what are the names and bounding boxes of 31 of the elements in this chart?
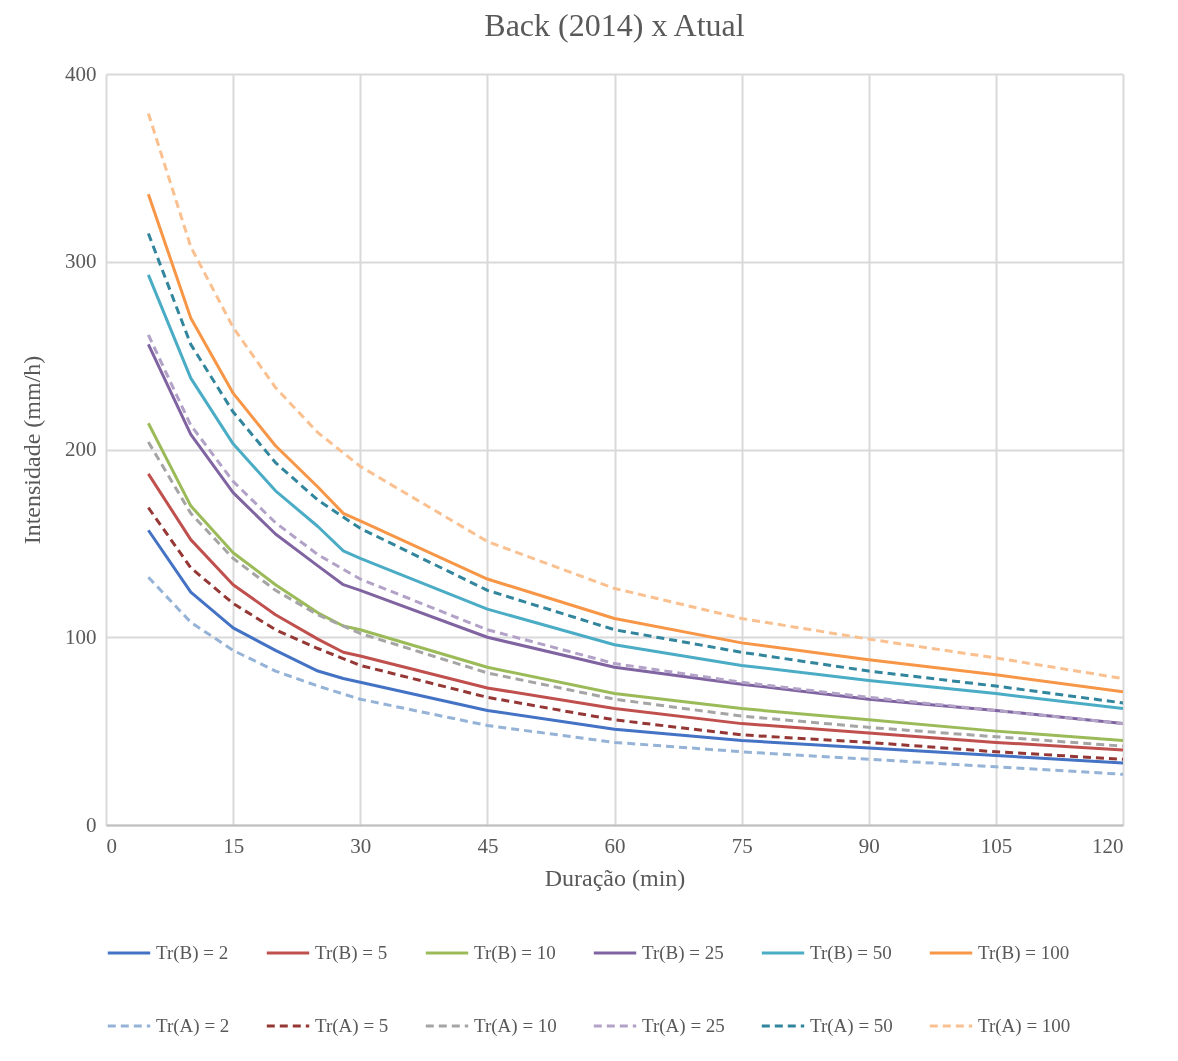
y-tick-label: 300 [65,249,97,274]
y-tick-label: 0 [86,812,97,837]
x-tick-label: 60 [604,833,626,858]
chart-title: Back (2014) x Atual [484,7,745,43]
y-tick-label: 400 [65,61,97,86]
y-axis-title: Intensidade (mm/h) [19,355,45,545]
x-tick-label: 105 [980,833,1013,858]
x-tick-label: 0 [106,833,117,858]
legend-label: Tr(A) = 25 [642,1015,725,1037]
x-tick-label: 75 [731,833,753,858]
legend-label: Tr(A) = 2 [156,1015,230,1037]
x-tick-label: 30 [350,833,372,858]
legend-label: Tr(B) = 25 [642,942,724,964]
legend-label: Tr(B) = 5 [315,942,388,964]
legend-label: Tr(B) = 50 [810,942,892,964]
line-series [146,111,1123,681]
y-tick-label: 200 [65,437,97,461]
x-tick-label: 120 [1092,833,1124,858]
legend-label: Tr(A) = 10 [474,1015,557,1037]
legend-label: Tr(B) = 2 [156,942,229,964]
legend-label: Tr(A) = 50 [810,1015,893,1037]
legend-label: Tr(B) = 10 [474,942,556,964]
y-tick-label: 100 [65,624,97,649]
legend-label: Tr(A) = 100 [978,1015,1071,1037]
x-axis-title: Duração (min) [544,864,686,891]
line-series [146,575,1123,776]
x-tick-label: 90 [858,833,880,858]
legend-label: Tr(A) = 5 [315,1015,389,1037]
legend-label: Tr(B) = 100 [978,942,1070,964]
x-tick-label: 45 [477,833,499,858]
x-tick-label: 15 [223,833,245,858]
